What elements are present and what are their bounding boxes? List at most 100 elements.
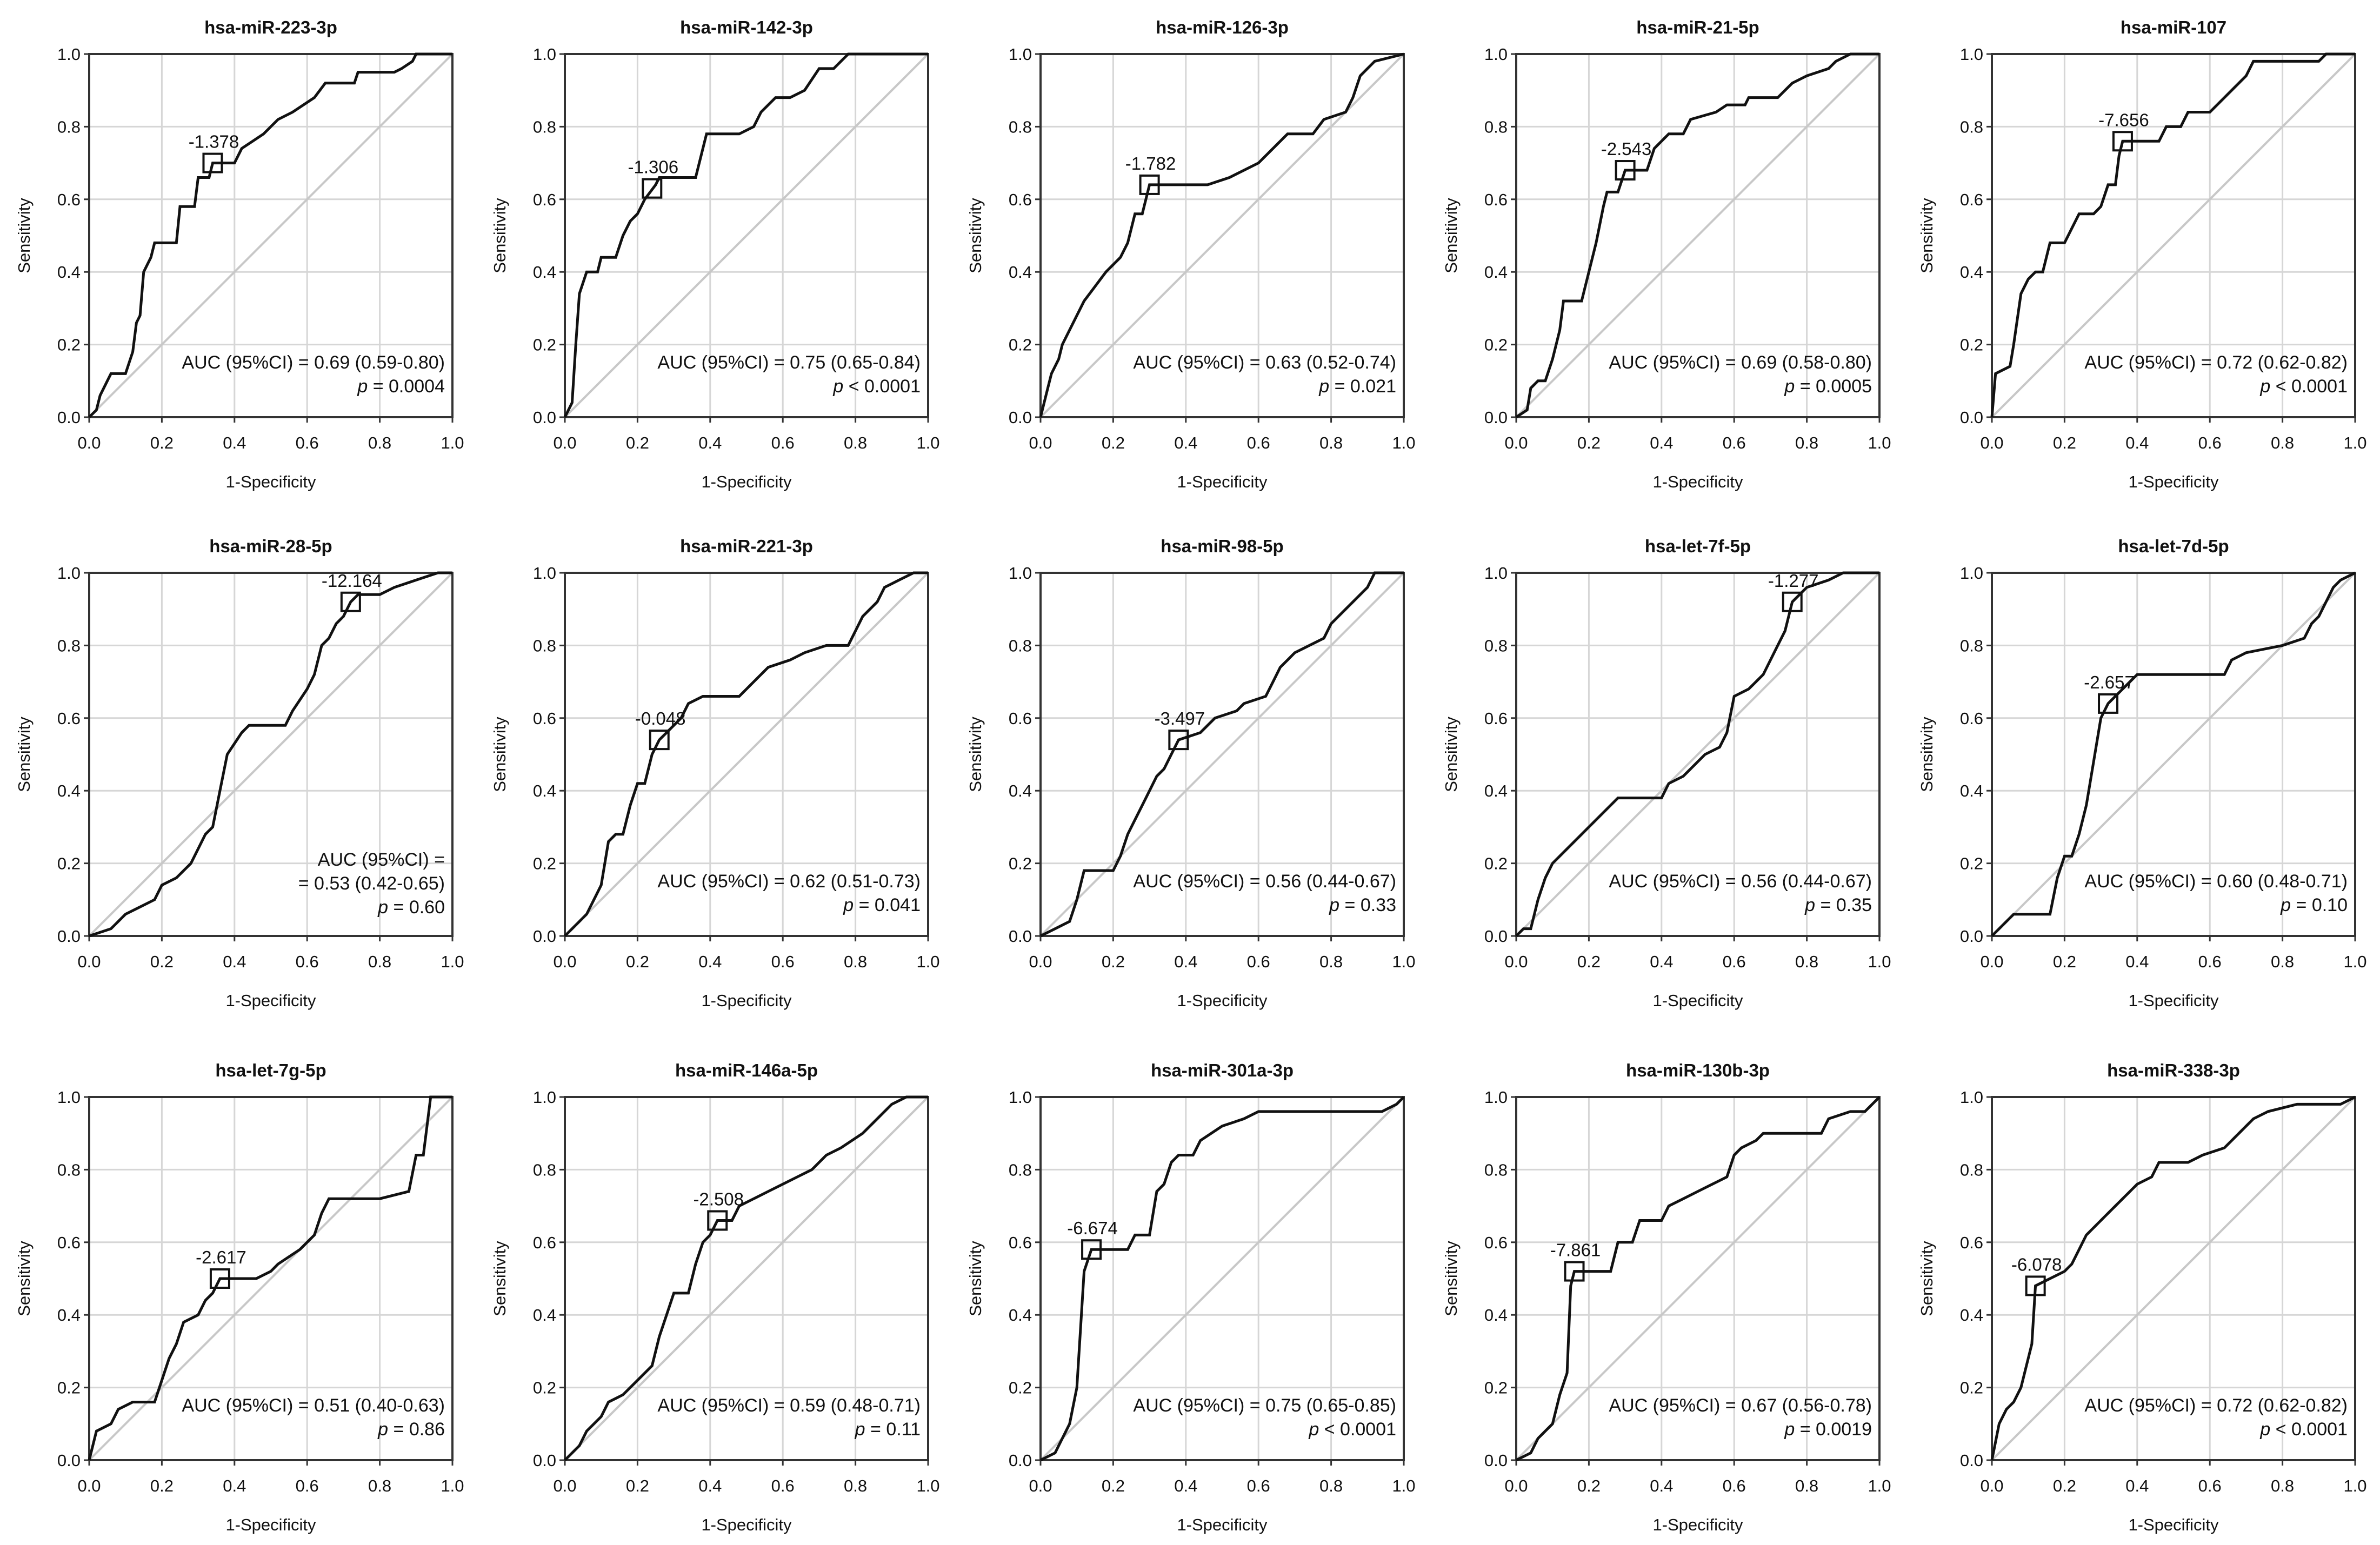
p-value: < 0.0001 bbox=[843, 376, 921, 397]
p-value: < 0.0001 bbox=[2270, 376, 2348, 397]
roc-curve bbox=[88, 1095, 452, 1461]
x-tick-label: 0.8 bbox=[844, 952, 867, 971]
y-tick-label: 0.0 bbox=[57, 927, 81, 946]
y-axis-label: Sensitivity bbox=[490, 1241, 509, 1316]
x-tick-label: 0.8 bbox=[368, 952, 391, 971]
roc-panel-3: hsa-miR-126-3p 0.0 0.0 0.2 0.2 0.4 0.4 0.6 0.6 0.… bbox=[966, 17, 1416, 491]
x-tick-label: 0.4 bbox=[1650, 952, 1673, 971]
x-tick-label: 1.0 bbox=[2343, 433, 2366, 452]
x-tick-label: 0.4 bbox=[1650, 1476, 1673, 1495]
plot-frame bbox=[1039, 572, 1405, 937]
y-axis-label: Sensitivity bbox=[15, 717, 34, 792]
p-value-annotation: p = 0.35 bbox=[1804, 895, 1872, 915]
y-tick-label: 0.2 bbox=[57, 336, 81, 355]
y-tick-label: 1.0 bbox=[57, 45, 81, 64]
y-tick-label: 0.4 bbox=[533, 263, 556, 282]
y-tick-label: 0.8 bbox=[1009, 117, 1032, 136]
auc-annotation: AUC (95%CI) = 0.59 (0.48-0.71) bbox=[657, 1395, 921, 1416]
x-tick-label: 0.6 bbox=[1247, 952, 1270, 971]
y-tick-label: 0.2 bbox=[533, 1379, 556, 1397]
y-tick-label: 1.0 bbox=[1009, 1088, 1032, 1107]
roc-curve bbox=[564, 1095, 928, 1461]
x-tick-label: 0.2 bbox=[2053, 1476, 2076, 1495]
x-tick-label: 0.2 bbox=[1577, 433, 1601, 452]
x-tick-label: 1.0 bbox=[441, 433, 464, 452]
panel-title: hsa-miR-126-3p bbox=[1156, 17, 1289, 37]
x-tick-label: 0.6 bbox=[296, 1476, 319, 1495]
auc-annotation: AUC (95%CI) = 0.75 (0.65-0.84) bbox=[657, 352, 921, 373]
y-tick-label: 1.0 bbox=[57, 1088, 81, 1107]
y-tick-label: 0.6 bbox=[1484, 709, 1508, 728]
p-value-annotation: p = 0.041 bbox=[843, 895, 921, 915]
auc-annotation: AUC (95%CI) = 0.69 (0.58-0.80) bbox=[1609, 352, 1872, 373]
y-tick-label: 0.2 bbox=[1009, 1379, 1032, 1397]
x-tick-label: 0.0 bbox=[1504, 433, 1528, 452]
x-axis-label: 1-Specificity bbox=[1177, 991, 1268, 1010]
cutoff-marker bbox=[1564, 1261, 1585, 1282]
x-axis-label: 1-Specificity bbox=[2128, 1515, 2219, 1534]
x-tick-label: 0.0 bbox=[553, 433, 576, 452]
y-tick-label: 0.2 bbox=[1960, 336, 1983, 355]
panel-title: hsa-miR-221-3p bbox=[680, 536, 813, 556]
plot-frame bbox=[1515, 572, 1881, 937]
roc-panel-6: hsa-miR-28-5p 0.0 0.0 0.2 0.2 0.4 0.4 0.6 0.6 0.8… bbox=[15, 536, 464, 1010]
y-tick-label: 0.8 bbox=[1960, 636, 1983, 655]
x-tick-label: 1.0 bbox=[2343, 1476, 2366, 1495]
x-tick-label: 0.4 bbox=[223, 433, 246, 452]
y-tick-label: 0.4 bbox=[533, 1306, 556, 1325]
cutoff-label: -3.497 bbox=[1155, 708, 1205, 728]
y-tick-label: 0.0 bbox=[57, 408, 81, 427]
x-axis-label: 1-Specificity bbox=[701, 472, 792, 491]
reference-diagonal bbox=[1039, 1096, 1405, 1461]
x-tick-label: 1.0 bbox=[1392, 1476, 1415, 1495]
y-tick-label: 0.8 bbox=[533, 636, 556, 655]
y-tick-label: 1.0 bbox=[533, 45, 556, 64]
cutoff-marker bbox=[2112, 131, 2133, 152]
x-axis-label: 1-Specificity bbox=[1177, 1515, 1268, 1534]
panel-title: hsa-miR-98-5p bbox=[1161, 536, 1283, 556]
y-tick-label: 0.8 bbox=[1009, 636, 1032, 655]
x-tick-label: 0.0 bbox=[1980, 1476, 2003, 1495]
x-tick-label: 0.6 bbox=[771, 952, 795, 971]
cutoff-label: -6.674 bbox=[1067, 1218, 1118, 1238]
p-value: = 0.60 bbox=[388, 897, 445, 918]
auc-annotation: AUC (95%CI) = 0.72 (0.62-0.82) bbox=[2084, 352, 2348, 373]
auc-annotation: AUC (95%CI) = 0.69 (0.59-0.80) bbox=[182, 352, 445, 373]
p-symbol: p bbox=[357, 376, 368, 397]
p-value-annotation: p = 0.11 bbox=[855, 1419, 921, 1440]
roc-curve bbox=[563, 52, 928, 418]
x-axis-label: 1-Specificity bbox=[1652, 472, 1743, 491]
x-tick-label: 0.0 bbox=[77, 433, 101, 452]
y-tick-label: 0.6 bbox=[533, 709, 556, 728]
auc-annotation: AUC (95%CI) = bbox=[318, 850, 445, 870]
x-tick-label: 1.0 bbox=[1868, 433, 1891, 452]
y-tick-label: 1.0 bbox=[1960, 45, 1983, 64]
x-tick-label: 0.0 bbox=[553, 1476, 576, 1495]
x-axis-label: 1-Specificity bbox=[225, 472, 316, 491]
cutoff-label: -1.378 bbox=[189, 132, 239, 152]
auc-annotation: AUC (95%CI) = 0.72 (0.62-0.82) bbox=[2084, 1395, 2348, 1416]
y-axis-label: Sensitivity bbox=[1442, 1241, 1461, 1316]
y-tick-label: 0.8 bbox=[1484, 1160, 1508, 1179]
cutoff-marker bbox=[707, 1210, 728, 1231]
p-symbol: p bbox=[377, 897, 388, 918]
y-tick-label: 0.4 bbox=[1960, 781, 1983, 800]
cutoff-label: -2.543 bbox=[1601, 139, 1652, 159]
p-symbol: p bbox=[2259, 1419, 2270, 1440]
x-tick-label: 0.8 bbox=[368, 433, 391, 452]
p-value: < 0.0001 bbox=[2270, 1419, 2348, 1440]
x-tick-label: 0.6 bbox=[1247, 1476, 1270, 1495]
y-tick-label: 0.4 bbox=[1484, 781, 1508, 800]
p-symbol: p bbox=[2280, 895, 2291, 915]
x-tick-label: 0.6 bbox=[771, 1476, 795, 1495]
reference-diagonal bbox=[564, 1096, 929, 1461]
y-tick-label: 0.4 bbox=[533, 781, 556, 800]
auc-annotation: AUC (95%CI) = 0.60 (0.48-0.71) bbox=[2084, 871, 2348, 892]
x-axis-label: 1-Specificity bbox=[701, 991, 792, 1010]
y-tick-label: 0.4 bbox=[1009, 263, 1032, 282]
x-tick-label: 0.4 bbox=[698, 952, 722, 971]
panel-title: hsa-miR-21-5p bbox=[1636, 17, 1759, 37]
panel-title: hsa-miR-130b-3p bbox=[1626, 1060, 1770, 1080]
x-tick-label: 0.4 bbox=[698, 433, 722, 452]
y-tick-label: 1.0 bbox=[533, 564, 556, 583]
